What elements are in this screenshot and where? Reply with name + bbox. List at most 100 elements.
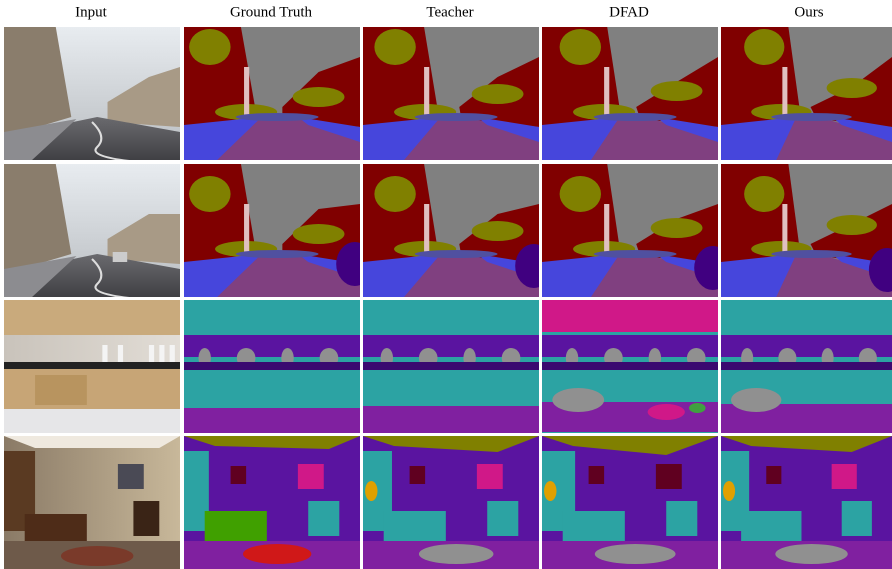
image-cell <box>363 27 540 160</box>
cabinet <box>4 300 181 335</box>
image-cell <box>721 164 892 297</box>
sidewalk <box>655 117 718 142</box>
vehicle <box>235 113 319 121</box>
chair <box>487 501 519 536</box>
desk <box>383 511 446 541</box>
image-cell <box>184 27 361 160</box>
lane-marking <box>91 121 130 160</box>
ceiling <box>721 436 892 452</box>
tree <box>374 176 416 212</box>
wall <box>721 335 892 357</box>
cabinet <box>4 369 181 409</box>
chair <box>308 501 340 536</box>
car <box>868 248 892 292</box>
picture <box>476 464 503 489</box>
object <box>552 388 605 412</box>
image-cell <box>542 436 718 569</box>
desk <box>562 511 625 541</box>
tree <box>471 84 524 104</box>
desk-gap <box>35 375 87 405</box>
image-cell <box>542 27 719 160</box>
image-cell <box>721 436 892 569</box>
image-grid <box>4 27 892 569</box>
vehicle <box>771 250 852 258</box>
counter <box>721 362 892 370</box>
image-cell <box>4 300 181 433</box>
tree <box>292 87 345 107</box>
picture <box>588 466 605 484</box>
picture <box>831 464 857 489</box>
pole <box>244 67 250 117</box>
counter <box>4 362 181 369</box>
vehicle <box>414 113 498 121</box>
tree <box>471 221 524 241</box>
vehicle <box>235 250 319 258</box>
rug <box>243 544 312 564</box>
column-header: Input <box>75 4 107 20</box>
pole <box>604 204 610 254</box>
object <box>148 345 155 362</box>
floor <box>4 409 181 433</box>
wall <box>363 335 539 357</box>
column-header: Ours <box>794 4 823 20</box>
chair <box>841 501 872 536</box>
vehicle <box>771 113 852 121</box>
image-cell <box>184 300 360 433</box>
counter <box>184 362 360 370</box>
wall <box>542 335 718 357</box>
lane-marking <box>91 258 130 297</box>
sidewalk <box>4 119 77 160</box>
picture <box>117 464 144 489</box>
picture <box>297 464 324 489</box>
building <box>107 67 181 127</box>
tree <box>292 224 345 244</box>
sidewalk <box>184 117 262 160</box>
ceiling <box>542 436 718 455</box>
counter <box>363 362 539 370</box>
lamp <box>365 481 378 501</box>
sidewalk <box>542 254 620 297</box>
object <box>647 404 685 420</box>
tree <box>650 218 703 238</box>
sidewalk <box>721 254 797 297</box>
ceiling <box>363 436 539 452</box>
column-header: DFAD <box>609 4 649 20</box>
vehicle <box>593 250 677 258</box>
building <box>107 214 181 264</box>
pole <box>604 67 610 117</box>
cabinet <box>133 501 160 536</box>
pole <box>424 67 430 117</box>
sidewalk <box>831 117 892 142</box>
image-cell <box>184 164 361 297</box>
sidewalk <box>363 254 441 297</box>
sidewalk <box>184 254 262 297</box>
pole <box>424 204 430 254</box>
picture <box>230 466 247 484</box>
chair <box>666 501 698 536</box>
image-cell <box>721 27 892 160</box>
car <box>694 246 719 290</box>
tree <box>744 29 785 65</box>
pole <box>782 67 788 117</box>
rug <box>60 546 134 566</box>
ceiling <box>4 436 181 448</box>
image-cell <box>542 300 718 433</box>
lamp <box>723 481 736 501</box>
picture <box>655 464 682 489</box>
image-cell <box>184 436 360 569</box>
building <box>4 27 72 137</box>
image-cell <box>363 300 539 433</box>
object <box>159 345 165 362</box>
sidewalk <box>297 117 360 142</box>
ceiling <box>184 436 360 449</box>
tree <box>559 29 602 65</box>
tree <box>559 176 602 212</box>
tree <box>189 29 231 65</box>
image-cell <box>542 164 719 297</box>
wall <box>542 300 718 332</box>
tree <box>374 29 416 65</box>
object <box>689 403 706 413</box>
vehicle <box>414 250 498 258</box>
pole <box>244 204 250 254</box>
